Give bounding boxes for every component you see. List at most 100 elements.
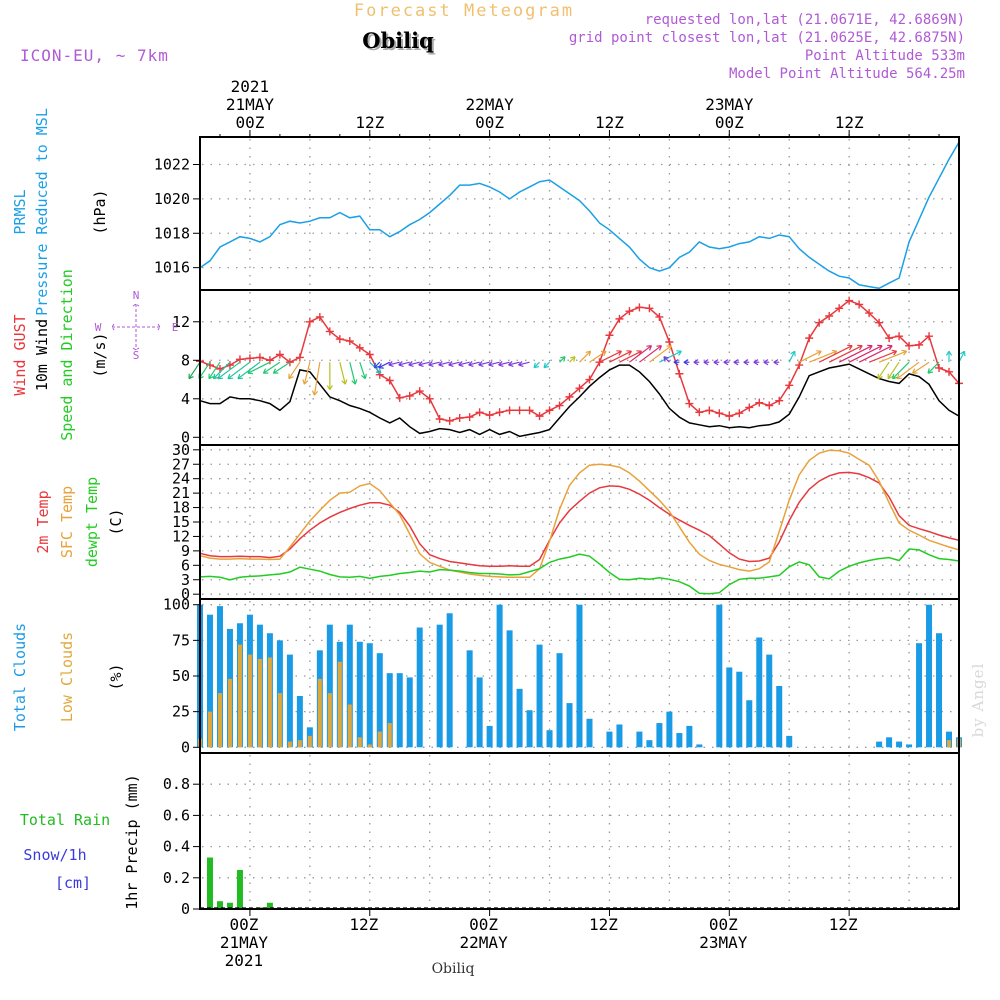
total-cloud-bar <box>326 624 333 748</box>
gust-marker <box>235 355 244 364</box>
wind-arrow <box>237 361 261 380</box>
model-altitude: Model Point Altitude 564.25m <box>729 66 965 82</box>
panel-frame <box>199 289 960 446</box>
gust-marker <box>765 401 774 410</box>
wind-arrow <box>559 356 566 363</box>
total-cloud-bar <box>366 643 373 748</box>
gust-marker <box>935 363 944 372</box>
total-cloud-bar <box>466 650 473 748</box>
side-label: PRMSL <box>11 189 29 234</box>
gust-marker <box>505 406 514 415</box>
wind-arrow-head <box>418 360 424 367</box>
wind-arrow <box>589 350 607 363</box>
wind-arrow <box>188 361 201 380</box>
total-cloud-bar <box>216 606 223 748</box>
header: Forecast Meteogram Obiliq Obiliq ICON-EU… <box>20 1 987 977</box>
total-cloud-bar <box>726 667 733 748</box>
wind-arrow <box>263 361 281 374</box>
wind-arrow <box>418 361 430 366</box>
total-cloud-bar <box>386 673 393 748</box>
gust-marker <box>395 393 404 402</box>
y-tick-label: 25 <box>172 703 190 721</box>
wind-arrow <box>848 345 883 363</box>
gust-marker <box>875 318 884 327</box>
wind-arrow-head <box>877 344 883 351</box>
side-label-snow-unit: [cm] <box>55 874 91 892</box>
gust-marker <box>755 398 764 407</box>
gust-marker <box>885 334 894 343</box>
bottom-time-label: 12Z <box>829 915 858 934</box>
wind-arrow-head <box>217 373 223 380</box>
y-axis-label: (hPa) <box>91 189 109 234</box>
series-line <box>199 363 960 438</box>
total-cloud-bar <box>886 737 893 748</box>
gust-marker <box>295 353 304 362</box>
total-cloud-bar <box>566 703 573 748</box>
wind-arrow-head <box>341 379 348 385</box>
y-tick-label: 75 <box>172 631 190 649</box>
top-year-label: 2021 <box>231 77 270 96</box>
wind-arrow <box>247 361 271 374</box>
gust-marker <box>255 353 264 362</box>
wind-arrow-head <box>646 345 652 351</box>
wind-arrow-head <box>351 379 358 385</box>
y-tick-label: 12 <box>172 527 190 545</box>
wind-arrow-head <box>857 344 863 351</box>
side-label: 10m Wind <box>33 319 51 391</box>
wind-arrow-head <box>478 360 484 367</box>
wind-arrow <box>213 361 231 380</box>
wind-arrow-head <box>272 368 279 374</box>
y-tick-label: 12 <box>172 313 190 331</box>
top-time-label: 12Z <box>835 113 864 132</box>
wind-arrow <box>478 361 490 366</box>
total-cloud-bar <box>616 724 623 748</box>
gust-marker <box>285 358 294 367</box>
gust-marker <box>415 387 424 396</box>
side-label: Low Clouds <box>58 632 76 722</box>
gust-marker <box>745 403 754 412</box>
gust-marker <box>715 409 724 418</box>
gust-marker <box>275 350 284 359</box>
y-tick-label: 15 <box>172 513 190 531</box>
wind-arrow-head <box>693 359 699 366</box>
total-cloud-bar <box>446 613 453 748</box>
total-cloud-bar <box>486 725 493 748</box>
total-cloud-bar <box>666 711 673 748</box>
y-tick-label: 0.4 <box>163 838 190 856</box>
low-cloud-bar <box>377 731 382 748</box>
wind-arrow <box>818 345 853 363</box>
wind-arrow-head <box>945 350 953 356</box>
wind-arrow-head <box>887 373 893 380</box>
gust-marker <box>525 406 534 415</box>
total-cloud-bar <box>516 688 523 748</box>
wind-arrow-head <box>262 368 269 374</box>
gust-marker <box>615 314 624 323</box>
side-label: Pressure Reduced to MSL <box>33 108 51 316</box>
wind-arrow-head <box>212 373 219 380</box>
series-line <box>199 449 960 579</box>
y-tick-label: 1016 <box>154 259 190 277</box>
wind-arrow-head <box>388 360 394 367</box>
series-line <box>199 548 960 595</box>
wind-arrow <box>868 350 897 363</box>
total-cloud-bar <box>406 677 413 748</box>
total-cloud-bar <box>606 731 613 748</box>
side-label-snow: Snow/1h <box>23 846 86 864</box>
total-cloud-bar <box>636 731 643 748</box>
precip-bar <box>226 902 233 909</box>
top-time-label: 00Z <box>475 113 504 132</box>
wind-arrow-head <box>468 360 474 367</box>
wind-arrow-head <box>208 373 214 380</box>
wind-arrow-head <box>877 373 883 380</box>
total-cloud-bar <box>766 654 773 748</box>
plot-layer <box>188 141 966 909</box>
precip-bar <box>266 902 273 909</box>
wind-arrow <box>533 361 540 369</box>
total-cloud-bar <box>556 653 563 748</box>
wind-arrow <box>339 362 346 385</box>
wind-arrow <box>408 361 420 366</box>
point-altitude: Point Altitude 533m <box>805 48 965 64</box>
wind-arrow-head <box>867 344 873 351</box>
gust-marker <box>725 412 734 421</box>
